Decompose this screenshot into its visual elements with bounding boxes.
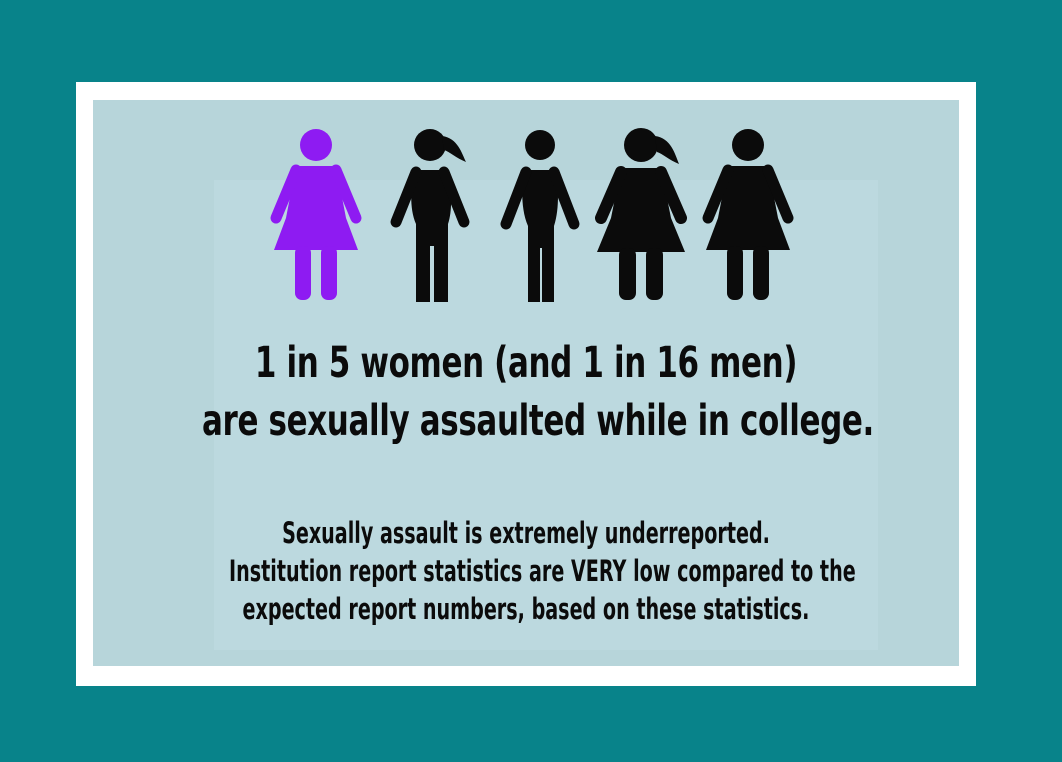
infographic-card: 1 in 5 women (and 1 in 16 men) are sexua… — [76, 82, 976, 686]
headline-line-1: 1 in 5 women (and 1 in 16 men) — [254, 338, 798, 388]
woman-dress-icon — [702, 129, 794, 300]
headline: 1 in 5 women (and 1 in 16 men) are sexua… — [202, 334, 874, 450]
woman-ponytail-dress-icon — [595, 128, 687, 300]
body-line-1: Sexually assault is extremely underrepor… — [282, 516, 770, 550]
body-line-2: Institution report statistics are VERY l… — [229, 554, 856, 588]
headline-line-2: are sexually assaulted while in college. — [202, 396, 874, 446]
woman-dress-icon — [270, 129, 362, 300]
body-text: Sexually assault is extremely underrepor… — [229, 514, 856, 628]
figure-row — [76, 82, 976, 322]
body-line-3: expected report numbers, based on these … — [242, 592, 810, 626]
woman-ponytail-icon — [390, 129, 470, 302]
woman-icon — [500, 130, 580, 302]
